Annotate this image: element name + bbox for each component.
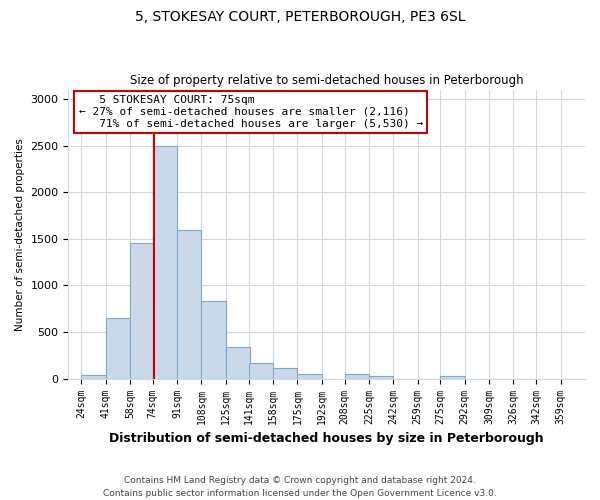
Bar <box>153 146 177 378</box>
Text: 5, STOKESAY COURT, PETERBOROUGH, PE3 6SL: 5, STOKESAY COURT, PETERBOROUGH, PE3 6SL <box>135 10 465 24</box>
Bar <box>344 374 369 378</box>
Bar <box>249 363 273 378</box>
Y-axis label: Number of semi-detached properties: Number of semi-detached properties <box>15 138 25 330</box>
Bar <box>202 302 226 378</box>
Bar <box>177 230 202 378</box>
Bar <box>298 374 322 378</box>
Bar <box>81 376 106 378</box>
Bar <box>440 376 465 378</box>
X-axis label: Distribution of semi-detached houses by size in Peterborough: Distribution of semi-detached houses by … <box>109 432 544 445</box>
Title: Size of property relative to semi-detached houses in Peterborough: Size of property relative to semi-detach… <box>130 74 524 87</box>
Bar <box>273 368 298 378</box>
Bar <box>130 244 154 378</box>
Text: Contains HM Land Registry data © Crown copyright and database right 2024.
Contai: Contains HM Land Registry data © Crown c… <box>103 476 497 498</box>
Text: 5 STOKESAY COURT: 75sqm
← 27% of semi-detached houses are smaller (2,116)
   71%: 5 STOKESAY COURT: 75sqm ← 27% of semi-de… <box>79 96 423 128</box>
Bar <box>369 376 393 378</box>
Bar <box>226 347 250 378</box>
Bar <box>106 318 130 378</box>
